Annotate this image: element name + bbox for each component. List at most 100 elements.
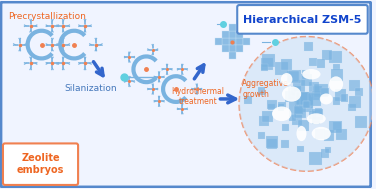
Bar	[278, 105, 284, 111]
Ellipse shape	[281, 73, 293, 85]
Bar	[309, 111, 316, 119]
Bar	[268, 104, 274, 110]
Bar	[321, 149, 329, 158]
Bar	[222, 45, 229, 52]
Bar	[296, 92, 308, 105]
Bar	[229, 38, 236, 45]
Ellipse shape	[312, 127, 331, 140]
Bar	[258, 88, 265, 95]
Bar	[281, 140, 289, 148]
Bar	[309, 58, 317, 66]
Bar	[292, 115, 302, 125]
Bar	[329, 51, 342, 63]
Bar	[312, 117, 320, 124]
Bar	[300, 74, 312, 85]
FancyBboxPatch shape	[3, 143, 78, 185]
Bar	[300, 92, 313, 105]
Bar	[267, 100, 277, 109]
Bar	[303, 95, 311, 103]
Bar	[312, 109, 323, 120]
Bar	[222, 38, 229, 45]
Bar	[289, 114, 296, 121]
Bar	[295, 107, 302, 113]
Bar	[244, 96, 252, 104]
Bar	[236, 31, 243, 38]
Bar	[348, 104, 356, 111]
Bar	[336, 129, 347, 139]
Bar	[313, 86, 322, 95]
Bar	[296, 92, 309, 105]
Bar	[333, 64, 340, 70]
Bar	[302, 70, 310, 79]
Ellipse shape	[329, 76, 343, 92]
Bar	[280, 59, 292, 70]
Bar	[229, 52, 236, 59]
Bar	[229, 31, 236, 38]
Bar	[298, 120, 309, 131]
Bar	[266, 136, 278, 148]
Bar	[287, 70, 299, 82]
Ellipse shape	[272, 106, 291, 121]
Bar	[215, 38, 222, 45]
Ellipse shape	[302, 69, 320, 79]
Bar	[321, 88, 329, 96]
Bar	[222, 31, 229, 38]
Bar	[324, 130, 334, 141]
Bar	[317, 60, 325, 68]
Bar	[333, 97, 341, 105]
Bar	[289, 100, 303, 114]
Bar	[335, 89, 346, 101]
Bar	[299, 100, 308, 108]
Bar	[315, 129, 325, 139]
Bar	[293, 80, 305, 92]
Bar	[349, 96, 361, 108]
Bar	[275, 62, 288, 75]
Circle shape	[239, 37, 374, 171]
Bar	[331, 69, 343, 81]
Bar	[315, 108, 322, 115]
Bar	[322, 50, 332, 60]
Ellipse shape	[320, 94, 333, 105]
Text: Zeolite
embryos: Zeolite embryos	[17, 153, 64, 175]
Bar	[229, 24, 236, 31]
Bar	[261, 58, 273, 70]
Text: Hydrothermal
treatment: Hydrothermal treatment	[171, 87, 224, 106]
Bar	[312, 91, 321, 100]
Bar	[262, 111, 273, 122]
Bar	[309, 152, 322, 165]
Bar	[303, 101, 309, 108]
Bar	[285, 91, 296, 102]
FancyBboxPatch shape	[1, 2, 371, 187]
Bar	[243, 38, 250, 45]
Bar	[261, 64, 268, 71]
Bar	[288, 87, 300, 100]
Text: Hierarchical ZSM-5: Hierarchical ZSM-5	[243, 15, 362, 25]
Bar	[341, 94, 348, 102]
Bar	[259, 116, 269, 126]
FancyBboxPatch shape	[237, 5, 368, 34]
Text: Silanization: Silanization	[64, 84, 117, 93]
Bar	[291, 86, 301, 96]
Bar	[297, 146, 304, 153]
Bar	[302, 97, 313, 108]
Text: Aggregative
growth: Aggregative growth	[242, 79, 289, 99]
Bar	[355, 116, 367, 128]
Bar	[349, 80, 360, 91]
Bar	[229, 45, 236, 52]
Bar	[314, 84, 328, 97]
Bar	[324, 147, 331, 153]
Text: Precrystallization: Precrystallization	[8, 12, 86, 21]
Bar	[303, 101, 310, 108]
Bar	[288, 70, 301, 83]
Bar	[295, 96, 305, 106]
Bar	[299, 98, 313, 112]
Bar	[278, 102, 285, 109]
Ellipse shape	[307, 113, 326, 124]
Bar	[355, 88, 363, 96]
Bar	[329, 121, 342, 133]
Bar	[295, 106, 302, 113]
Bar	[294, 106, 306, 118]
Bar	[309, 82, 319, 92]
Ellipse shape	[296, 126, 306, 141]
Bar	[308, 93, 321, 106]
